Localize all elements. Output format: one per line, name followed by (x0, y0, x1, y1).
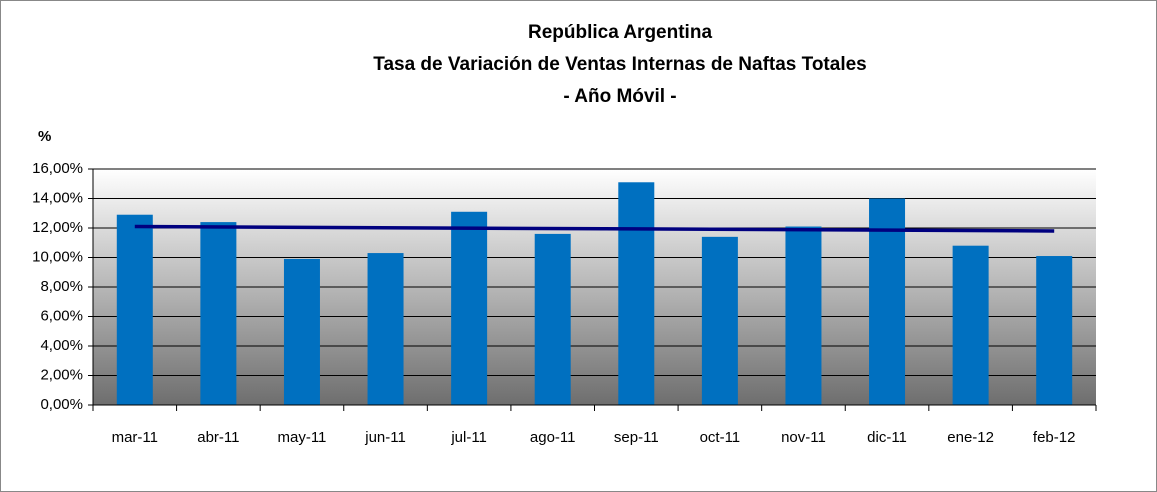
x-tick-label: ene-12 (947, 429, 994, 446)
y-tick-label: 4,00% (40, 337, 83, 354)
y-tick-label: 16,00% (32, 160, 83, 177)
bar (200, 222, 237, 405)
bar (451, 211, 488, 405)
x-tick-label: jun-11 (364, 429, 406, 446)
chart-title: - Año Móvil - (563, 86, 676, 107)
x-tick-label: may-11 (278, 429, 327, 446)
x-tick-label: oct-11 (700, 429, 741, 446)
bar (869, 198, 906, 405)
bar (952, 245, 989, 405)
y-tick-label: 8,00% (40, 278, 83, 295)
bar (618, 182, 655, 405)
x-tick-label: feb-12 (1033, 429, 1076, 446)
y-tick-label: 0,00% (40, 396, 83, 413)
chart-title: Tasa de Variación de Ventas Internas de … (373, 54, 867, 75)
bar (1036, 256, 1073, 405)
y-tick-label: 2,00% (40, 366, 83, 383)
y-tick-label: 14,00% (32, 189, 83, 206)
x-tick-label: jul-11 (450, 429, 487, 446)
y-tick-label: 12,00% (32, 219, 83, 236)
bar (283, 258, 320, 405)
y-tick-label: 6,00% (40, 307, 83, 324)
x-tick-label: nov-11 (781, 429, 826, 446)
x-tick-label: sep-11 (614, 429, 659, 446)
chart-title: República Argentina (528, 22, 712, 43)
bar (116, 214, 153, 405)
x-tick-label: dic-11 (867, 429, 907, 446)
x-tick-label: mar-11 (112, 429, 158, 446)
bar (785, 226, 822, 405)
x-tick-label: abr-11 (197, 429, 239, 446)
y-tick-label: 10,00% (32, 248, 83, 265)
bar (701, 236, 738, 405)
y-axis-label: % (38, 128, 51, 145)
x-tick-label: ago-11 (530, 429, 576, 446)
trend-line (134, 224, 1055, 233)
bar (534, 233, 571, 405)
bar (367, 253, 404, 405)
